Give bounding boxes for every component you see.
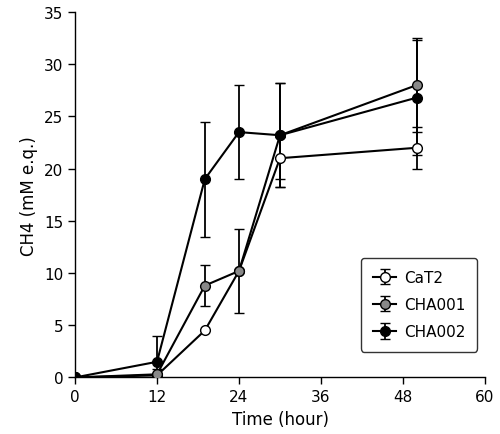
Legend: CaT2, CHA001, CHA002: CaT2, CHA001, CHA002 [361, 258, 478, 352]
Y-axis label: CH4 (mM e.q.): CH4 (mM e.q.) [20, 135, 38, 255]
X-axis label: Time (hour): Time (hour) [232, 410, 328, 428]
